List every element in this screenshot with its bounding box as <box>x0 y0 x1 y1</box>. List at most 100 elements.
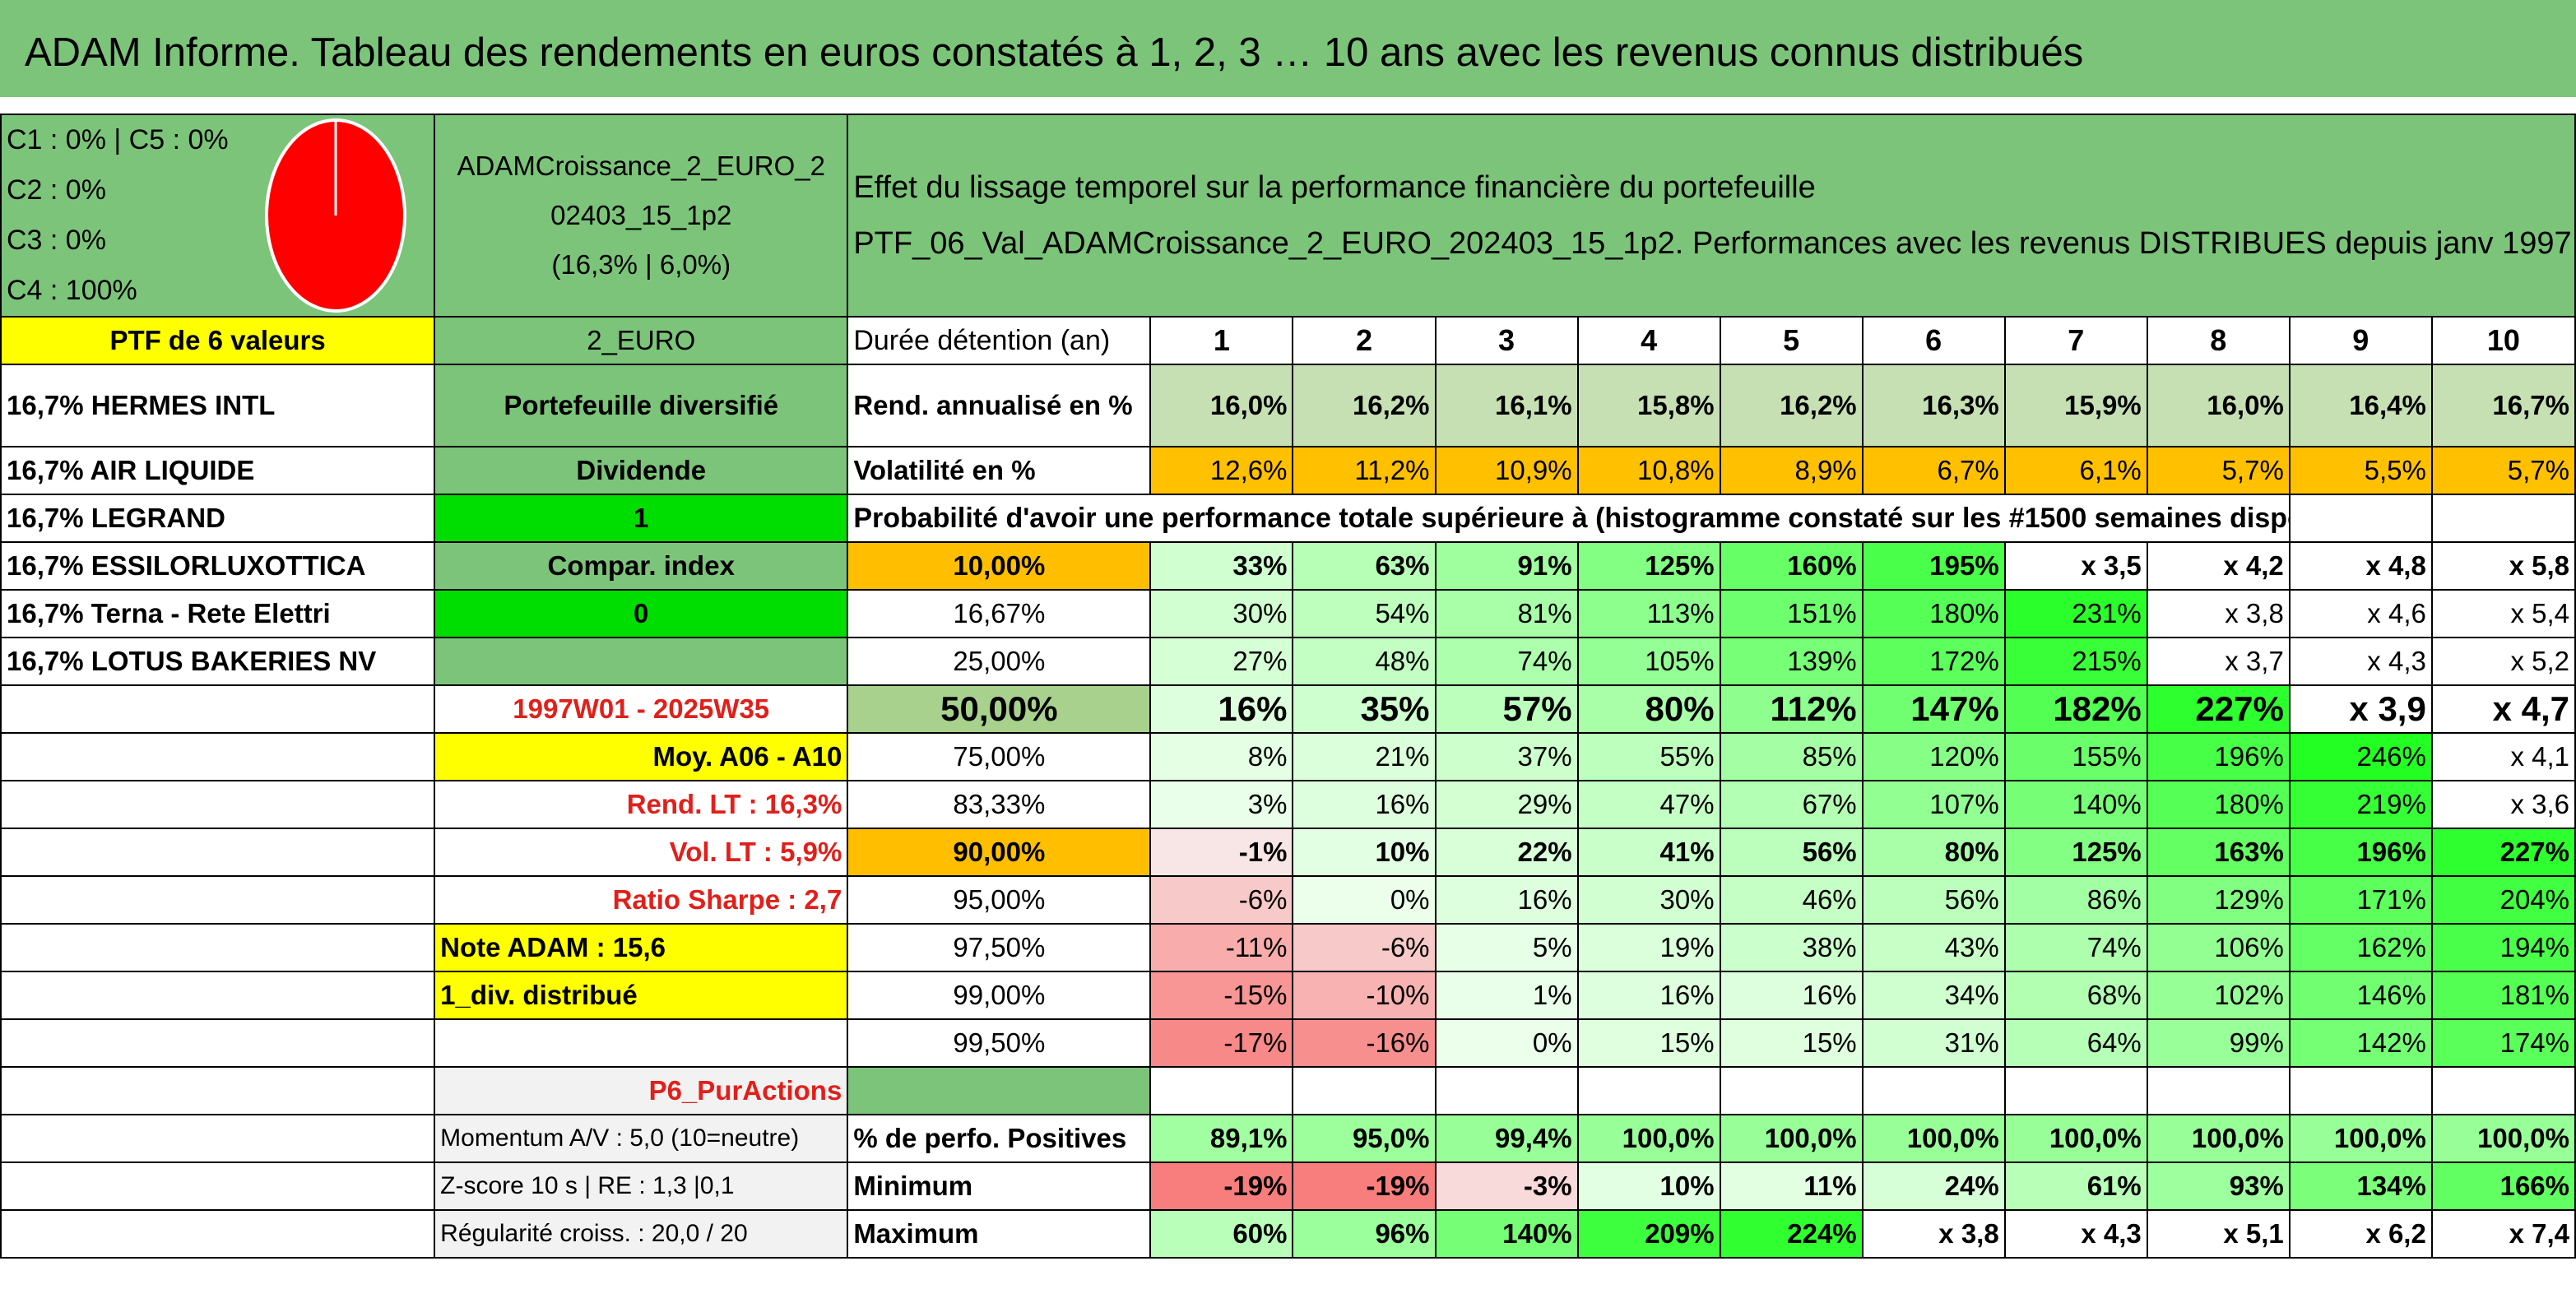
empty <box>1434 1066 1579 1115</box>
pos-4: 100,0% <box>1576 1114 1721 1163</box>
rend-lt: Rend. LT : 16,3% <box>434 780 849 829</box>
value-cell: 162% <box>2288 923 2433 972</box>
fund-line-2: 02403_15_1p2 <box>550 200 732 230</box>
empty <box>0 780 436 829</box>
empty <box>1861 1066 2006 1115</box>
percentile-97,50%: 97,50% <box>847 923 1152 972</box>
value-cell: 99% <box>2146 1018 2291 1068</box>
value-cell: 55% <box>1576 732 1721 781</box>
vol-6: 6,7% <box>1861 446 2006 495</box>
value-cell: 29% <box>1434 780 1579 829</box>
div-distribue: 1_div. distribué <box>434 971 849 1020</box>
pos-8: 100,0% <box>2146 1114 2291 1163</box>
holding-5: 16,7% Terna - Rete Elettri <box>0 589 436 638</box>
max-1: 60% <box>1149 1209 1294 1259</box>
percentile-83,33%: 83,33% <box>847 780 1152 829</box>
empty <box>1292 1066 1437 1115</box>
empty <box>2430 1066 2576 1115</box>
pos-1: 89,1% <box>1149 1114 1294 1163</box>
value-cell: 81% <box>1434 589 1579 638</box>
value-cell: x 4,3 <box>2288 637 2433 686</box>
min-9: 134% <box>2288 1161 2433 1211</box>
holding-3: 16,7% LEGRAND <box>0 494 436 543</box>
empty <box>1719 1066 1864 1115</box>
value-cell: 21% <box>1292 732 1437 781</box>
value-cell: 46% <box>1719 875 1864 925</box>
min-2: -19% <box>1292 1161 1437 1211</box>
value-cell: 181% <box>2430 971 2576 1020</box>
rend-1: 16,0% <box>1149 364 1294 447</box>
vol-lt: Vol. LT : 5,9% <box>434 828 849 877</box>
rend-label: Rend. annualisé en % <box>847 364 1152 447</box>
empty <box>1149 1066 1294 1115</box>
value-cell: 35% <box>1292 684 1437 734</box>
vol-9: 5,5% <box>2288 446 2433 495</box>
max-3: 140% <box>1434 1209 1579 1259</box>
year-7: 7 <box>2003 316 2148 365</box>
years-label: Durée détention (an) <box>847 316 1152 365</box>
value-cell: 41% <box>1576 828 1721 877</box>
value-cell: 10% <box>1292 828 1437 877</box>
value-cell: x 4,2 <box>2146 541 2291 591</box>
min-3: -3% <box>1434 1161 1579 1211</box>
rend-7: 15,9% <box>2003 364 2148 447</box>
value-cell: 56% <box>1861 875 2006 925</box>
holding-1: 16,7% HERMES INTL <box>0 364 436 447</box>
pos-6: 100,0% <box>1861 1114 2006 1163</box>
value-cell: 48% <box>1292 637 1437 686</box>
holding-6: 16,7% LOTUS BAKERIES NV <box>0 637 436 686</box>
value-cell: x 4,1 <box>2430 732 2576 781</box>
value-cell: 112% <box>1719 684 1864 734</box>
performance-table: C1 : 0% | C5 : 0% C2 : 0% C3 : 0% C4 : 100%… <box>0 114 2576 1259</box>
side-compar: Compar. index <box>434 541 849 591</box>
value-cell: 38% <box>1719 923 1864 972</box>
side-zero: 0 <box>434 589 849 638</box>
value-cell: 147% <box>1861 684 2006 734</box>
empty <box>2288 494 2433 543</box>
percentile-99,50%: 99,50% <box>847 1018 1152 1068</box>
fund-line-3: (16,3% | 6,0%) <box>551 249 731 280</box>
value-cell: 107% <box>1861 780 2006 829</box>
value-cell: 74% <box>1434 637 1579 686</box>
value-cell: 171% <box>2288 875 2433 925</box>
value-cell: 19% <box>1576 923 1721 972</box>
empty <box>0 684 436 734</box>
value-cell: 47% <box>1576 780 1721 829</box>
value-cell: 180% <box>1861 589 2006 638</box>
rend-3: 16,1% <box>1434 364 1579 447</box>
year-3: 3 <box>1434 316 1579 365</box>
vol-2: 11,2% <box>1292 446 1437 495</box>
empty <box>0 971 436 1020</box>
pos-7: 100,0% <box>2003 1114 2148 1163</box>
value-cell: 8% <box>1149 732 1294 781</box>
value-cell: 37% <box>1434 732 1579 781</box>
empty <box>434 1018 849 1068</box>
value-cell: 140% <box>2003 780 2148 829</box>
value-cell: 194% <box>2430 923 2576 972</box>
value-cell: 142% <box>2288 1018 2433 1068</box>
min-8: 93% <box>2146 1161 2291 1211</box>
value-cell: 120% <box>1861 732 2006 781</box>
empty <box>2288 1066 2433 1115</box>
value-cell: -6% <box>1292 923 1437 972</box>
rend-2: 16,2% <box>1292 364 1437 447</box>
metric-min: Z-score 10 s | RE : 1,3 |0,1 <box>434 1161 849 1211</box>
rend-9: 16,4% <box>2288 364 2433 447</box>
value-cell: x 3,5 <box>2003 541 2148 591</box>
side-diversifie: Portefeuille diversifié <box>434 364 849 447</box>
value-cell: 16% <box>1434 875 1579 925</box>
empty <box>2003 1066 2148 1115</box>
currency: 2_EURO <box>434 316 849 365</box>
max-9: x 6,2 <box>2288 1209 2433 1259</box>
value-cell: x 5,4 <box>2430 589 2576 638</box>
value-cell: 30% <box>1149 589 1294 638</box>
effect-line-2: PTF_06_Val_ADAMCroissance_2_EURO_202403_… <box>853 226 2575 261</box>
value-cell: 1% <box>1434 971 1579 1020</box>
value-cell: 129% <box>2146 875 2291 925</box>
note-adam: Note ADAM : 15,6 <box>434 923 849 972</box>
value-cell: -10% <box>1292 971 1437 1020</box>
value-cell: 57% <box>1434 684 1579 734</box>
value-cell: 195% <box>1861 541 2006 591</box>
value-cell: x 5,2 <box>2430 637 2576 686</box>
value-cell: -11% <box>1149 923 1294 972</box>
